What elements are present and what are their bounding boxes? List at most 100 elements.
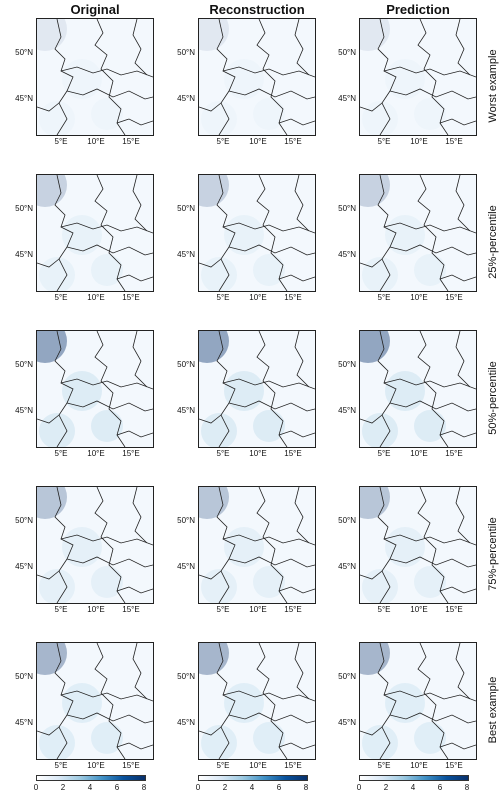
lat-label: 50°N <box>177 360 195 369</box>
colorbar-prediction <box>359 775 469 781</box>
colorbar-tick-label: 0 <box>356 783 362 792</box>
lon-label: 15°E <box>284 293 302 302</box>
lon-label: 5°E <box>54 605 68 614</box>
lon-label: 15°E <box>445 137 463 146</box>
map-original-25 <box>36 174 154 292</box>
lat-label: 50°N <box>177 672 195 681</box>
lon-label: 5°E <box>54 137 68 146</box>
lon-label: 15°E <box>122 449 140 458</box>
lon-label: 15°E <box>284 137 302 146</box>
colorbar-tick-label: 4 <box>249 783 255 792</box>
row-label-best: Best example <box>487 676 499 744</box>
map-original-50 <box>36 330 154 448</box>
lat-label: 50°N <box>177 204 195 213</box>
row-label-25: 25%-percentile <box>487 205 499 279</box>
lat-label: 50°N <box>338 360 356 369</box>
row-label-75: 75%-percentile <box>487 517 499 591</box>
lat-label: 50°N <box>15 672 33 681</box>
col-title-reconstruction: Reconstruction <box>209 2 305 17</box>
lat-label: 50°N <box>338 516 356 525</box>
colorbar-tick-label: 2 <box>60 783 66 792</box>
lon-label: 10°E <box>87 449 105 458</box>
lon-label: 5°E <box>54 293 68 302</box>
lat-label: 45°N <box>338 406 356 415</box>
map-reconstruction-25 <box>198 174 316 292</box>
map-reconstruction-75 <box>198 486 316 604</box>
colorbar-tick-label: 0 <box>195 783 201 792</box>
colorbar-tick-label: 8 <box>303 783 309 792</box>
lon-label: 10°E <box>87 605 105 614</box>
lat-label: 45°N <box>15 562 33 571</box>
lat-label: 45°N <box>177 94 195 103</box>
lon-label: 10°E <box>410 449 428 458</box>
colorbar-tick-label: 0 <box>33 783 39 792</box>
lon-label: 10°E <box>87 761 105 770</box>
lat-label: 45°N <box>15 406 33 415</box>
colorbar-reconstruction <box>198 775 308 781</box>
lon-label: 10°E <box>87 293 105 302</box>
lon-label: 10°E <box>410 605 428 614</box>
lat-label: 45°N <box>177 406 195 415</box>
lon-label: 5°E <box>377 293 391 302</box>
lat-label: 45°N <box>177 718 195 727</box>
lat-label: 50°N <box>338 672 356 681</box>
map-original-75 <box>36 486 154 604</box>
lon-label: 15°E <box>122 761 140 770</box>
colorbar-tick-label: 4 <box>410 783 416 792</box>
lon-label: 15°E <box>445 293 463 302</box>
lon-label: 15°E <box>445 761 463 770</box>
lon-label: 15°E <box>122 293 140 302</box>
colorbar-tick-label: 2 <box>383 783 389 792</box>
map-original-best <box>36 642 154 760</box>
lon-label: 15°E <box>284 605 302 614</box>
lat-label: 45°N <box>15 250 33 259</box>
lat-label: 50°N <box>338 48 356 57</box>
lat-label: 45°N <box>338 562 356 571</box>
lat-label: 50°N <box>15 48 33 57</box>
lon-label: 15°E <box>445 449 463 458</box>
lon-label: 15°E <box>284 761 302 770</box>
col-title-original: Original <box>70 2 120 17</box>
lon-label: 10°E <box>410 761 428 770</box>
lon-label: 5°E <box>216 605 230 614</box>
lat-label: 45°N <box>15 94 33 103</box>
lon-label: 5°E <box>54 449 68 458</box>
colorbar-original <box>36 775 146 781</box>
colorbar-tick-label: 6 <box>114 783 120 792</box>
map-prediction-75 <box>359 486 477 604</box>
lon-label: 15°E <box>445 605 463 614</box>
lon-label: 10°E <box>249 605 267 614</box>
lon-label: 10°E <box>87 137 105 146</box>
lon-label: 5°E <box>216 137 230 146</box>
map-reconstruction-50 <box>198 330 316 448</box>
lon-label: 5°E <box>216 293 230 302</box>
lat-label: 45°N <box>338 718 356 727</box>
lon-label: 5°E <box>216 449 230 458</box>
colorbar-tick-label: 6 <box>276 783 282 792</box>
lon-label: 5°E <box>377 449 391 458</box>
lon-label: 5°E <box>54 761 68 770</box>
colorbar-tick-label: 8 <box>464 783 470 792</box>
lat-label: 50°N <box>338 204 356 213</box>
row-label-50: 50%-percentile <box>487 361 499 435</box>
lat-label: 50°N <box>15 360 33 369</box>
map-prediction-50 <box>359 330 477 448</box>
row-label-worst: Worst example <box>487 49 499 123</box>
col-title-prediction: Prediction <box>386 2 450 17</box>
map-prediction-worst <box>359 18 477 136</box>
colorbar-tick-label: 2 <box>222 783 228 792</box>
lat-label: 50°N <box>15 516 33 525</box>
lon-label: 15°E <box>122 605 140 614</box>
lon-label: 10°E <box>410 293 428 302</box>
map-prediction-best <box>359 642 477 760</box>
lat-label: 50°N <box>177 516 195 525</box>
colorbar-tick-label: 6 <box>437 783 443 792</box>
map-prediction-25 <box>359 174 477 292</box>
lon-label: 10°E <box>410 137 428 146</box>
lon-label: 5°E <box>377 605 391 614</box>
lat-label: 45°N <box>338 250 356 259</box>
colorbar-tick-label: 4 <box>87 783 93 792</box>
lat-label: 50°N <box>177 48 195 57</box>
colorbar-tick-label: 8 <box>141 783 147 792</box>
lon-label: 15°E <box>122 137 140 146</box>
